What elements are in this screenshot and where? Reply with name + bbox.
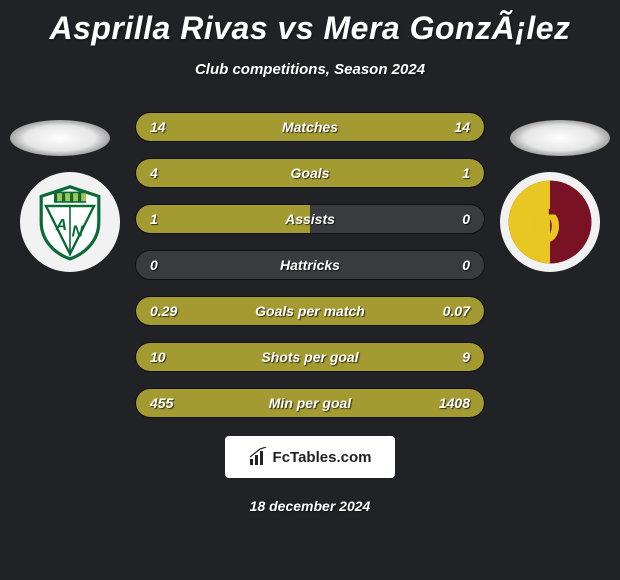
stat-right-value: 9 [462,343,470,371]
stat-row: Goals per match0.29 0.07 [135,296,485,326]
date-label: 18 december 2024 [0,498,620,514]
subtitle: Club competitions, Season 2024 [0,61,620,78]
stat-row: Hattricks0 0 [135,250,485,280]
comparison-panel: A N D T Matches1414Goals41Assists10Hattr… [0,112,620,418]
stat-label: Assists [136,205,484,233]
svg-text:A: A [55,217,68,234]
svg-text:T: T [548,198,579,255]
svg-text:N: N [72,223,84,240]
stat-right-value: 0 [462,205,470,233]
fctables-logo[interactable]: FcTables.com [225,436,395,478]
stat-label: Min per goal [136,389,484,417]
stat-right-value: 1 [462,159,470,187]
stat-label: Shots per goal [136,343,484,371]
page-title: Asprilla Rivas vs Mera GonzÃ¡lez [0,0,620,47]
atletico-nacional-icon: A N [30,182,110,262]
stats-table: Matches1414Goals41Assists10Hattricks00Go… [135,112,485,418]
stat-row: Assists1 0 [135,204,485,234]
deportes-tolima-icon: D T [505,177,595,267]
stat-left-value: 4 [150,159,158,187]
stat-left-value: 1 [150,205,158,233]
footer-brand-label: FcTables.com [273,449,372,466]
team-badge-right: D T [500,172,600,272]
stat-left-value: 0 [150,251,158,279]
stat-right-value: 14 [454,113,470,141]
stat-label: Matches [136,113,484,141]
team-badge-left: A N [20,172,120,272]
stat-label: Goals [136,159,484,187]
stat-label: Hattricks [136,251,484,279]
spotlight-left [10,120,110,156]
stat-right-value: 0.07 [443,297,470,325]
stat-row: Min per goal455 1408 [135,388,485,418]
spotlight-right [510,120,610,156]
stat-row: Goals4 1 [135,158,485,188]
chart-icon [249,447,269,467]
stat-left-value: 10 [150,343,166,371]
stat-row: Matches14 14 [135,112,485,142]
stat-right-value: 0 [462,251,470,279]
stat-left-value: 455 [150,389,173,417]
stat-left-value: 14 [150,113,166,141]
stat-label: Goals per match [136,297,484,325]
stat-left-value: 0.29 [150,297,177,325]
stat-right-value: 1408 [439,389,470,417]
stat-row: Shots per goal10 9 [135,342,485,372]
